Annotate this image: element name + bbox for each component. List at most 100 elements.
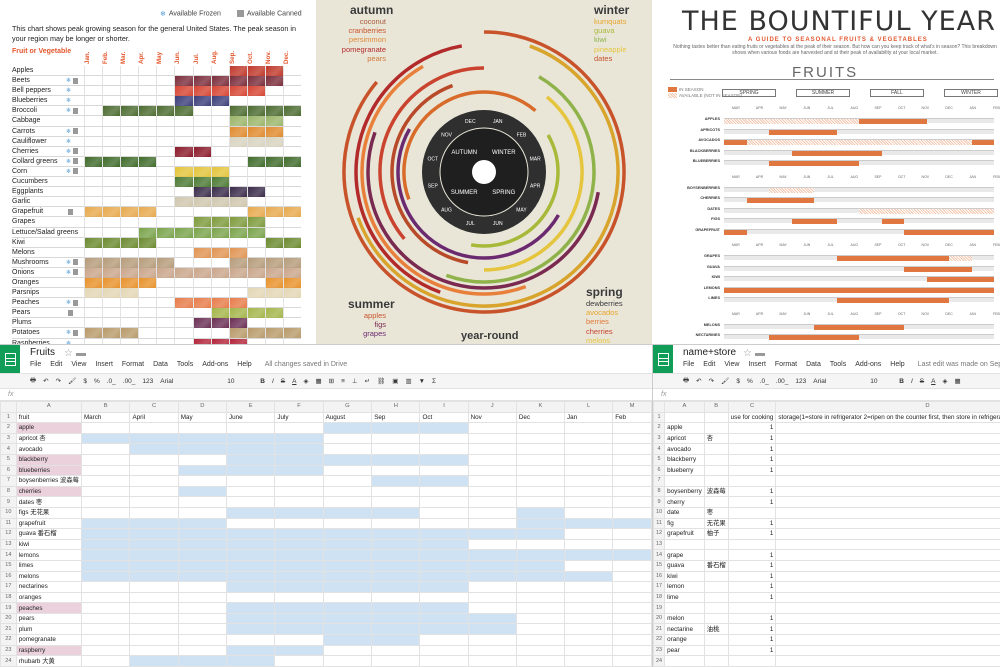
month-cell[interactable] bbox=[419, 559, 469, 572]
month-cell[interactable] bbox=[371, 655, 421, 667]
row-number[interactable]: 6 bbox=[0, 464, 17, 477]
month-cell[interactable] bbox=[274, 517, 324, 530]
month-cell[interactable] bbox=[612, 432, 652, 445]
month-cell[interactable] bbox=[419, 570, 469, 583]
month-cell[interactable] bbox=[612, 644, 652, 657]
row-number[interactable]: 1 bbox=[653, 411, 666, 424]
month-cell[interactable] bbox=[467, 432, 517, 445]
data-cell[interactable]: 2 bbox=[775, 570, 1000, 583]
month-cell[interactable] bbox=[515, 432, 566, 445]
fruit-cell[interactable]: avocado bbox=[15, 443, 82, 455]
month-cell[interactable] bbox=[612, 485, 652, 498]
month-cell[interactable] bbox=[515, 464, 566, 477]
increase-decimal-button[interactable]: .00_ bbox=[122, 377, 136, 385]
month-cell[interactable] bbox=[371, 496, 421, 508]
data-cell[interactable] bbox=[703, 475, 729, 487]
doc-title[interactable]: Fruits bbox=[30, 347, 55, 358]
data-cell[interactable]: grapefruit bbox=[664, 528, 705, 540]
month-cell[interactable] bbox=[80, 644, 131, 657]
month-cell[interactable] bbox=[564, 602, 614, 614]
month-cell[interactable] bbox=[467, 528, 517, 540]
month-cell[interactable] bbox=[371, 506, 421, 519]
data-cell[interactable] bbox=[703, 581, 729, 593]
increase-decimal-button[interactable]: .00_ bbox=[775, 377, 789, 385]
month-cell[interactable] bbox=[80, 538, 131, 551]
month-cell[interactable] bbox=[612, 453, 652, 466]
month-cell[interactable] bbox=[467, 422, 517, 434]
month-cell[interactable] bbox=[274, 528, 324, 540]
month-cell[interactable] bbox=[80, 570, 131, 583]
fruit-cell[interactable]: raspberry bbox=[15, 644, 82, 657]
month-cell[interactable] bbox=[371, 485, 421, 498]
header-cell[interactable]: July bbox=[274, 411, 324, 424]
fruit-cell[interactable]: blueberries bbox=[15, 464, 82, 477]
month-cell[interactable] bbox=[129, 549, 179, 561]
row-number[interactable]: 5 bbox=[653, 453, 666, 466]
undo-icon[interactable]: ↶ bbox=[43, 378, 49, 385]
month-cell[interactable] bbox=[274, 496, 324, 508]
data-cell[interactable]: 柚子 bbox=[703, 528, 729, 540]
data-cell[interactable] bbox=[664, 538, 705, 551]
month-cell[interactable] bbox=[515, 591, 566, 604]
data-cell[interactable] bbox=[703, 496, 729, 508]
row-number[interactable]: 16 bbox=[653, 570, 666, 583]
data-cell[interactable]: 1 bbox=[775, 453, 1000, 466]
month-cell[interactable] bbox=[274, 623, 324, 636]
month-cell[interactable] bbox=[226, 570, 276, 583]
data-cell[interactable]: 1 bbox=[775, 485, 1000, 498]
month-cell[interactable] bbox=[274, 485, 324, 498]
fruit-cell[interactable]: nectarines bbox=[15, 581, 82, 593]
data-cell[interactable] bbox=[703, 570, 729, 583]
strikethrough-button[interactable]: S bbox=[919, 377, 925, 385]
month-cell[interactable] bbox=[177, 602, 228, 614]
font-size-select[interactable]: 10 bbox=[870, 377, 878, 385]
data-cell[interactable]: 1 bbox=[727, 528, 777, 540]
data-cell[interactable]: 1 bbox=[727, 623, 777, 636]
fruit-cell[interactable]: limes bbox=[15, 559, 82, 572]
percent-button[interactable]: % bbox=[93, 377, 100, 385]
fruit-cell[interactable]: lemons bbox=[15, 549, 82, 561]
month-cell[interactable] bbox=[322, 422, 373, 434]
month-cell[interactable] bbox=[612, 422, 652, 434]
link-icon[interactable]: ⛓ bbox=[377, 378, 386, 385]
month-cell[interactable] bbox=[467, 496, 517, 508]
month-cell[interactable] bbox=[612, 443, 652, 455]
data-cell[interactable]: avocado bbox=[664, 443, 705, 455]
bold-button[interactable]: B bbox=[899, 377, 904, 385]
month-cell[interactable] bbox=[564, 517, 614, 530]
month-cell[interactable] bbox=[274, 559, 324, 572]
column-header[interactable]: I bbox=[419, 401, 469, 413]
column-header[interactable]: H bbox=[371, 401, 421, 413]
month-cell[interactable] bbox=[322, 570, 373, 583]
fruit-cell[interactable]: apple bbox=[15, 422, 82, 434]
header-cell[interactable]: use for cooking bbox=[727, 411, 777, 424]
month-cell[interactable] bbox=[612, 559, 652, 572]
align-icon[interactable]: ≡ bbox=[341, 377, 345, 385]
font-select[interactable]: Arial bbox=[160, 377, 174, 385]
month-cell[interactable] bbox=[419, 644, 469, 657]
print-icon[interactable]: 🖶 bbox=[683, 376, 690, 384]
month-cell[interactable] bbox=[467, 485, 517, 498]
header-cell[interactable]: March bbox=[80, 411, 131, 424]
month-cell[interactable] bbox=[322, 496, 373, 508]
month-cell[interactable] bbox=[129, 612, 179, 625]
month-cell[interactable] bbox=[515, 549, 566, 561]
month-cell[interactable] bbox=[515, 581, 566, 593]
month-cell[interactable] bbox=[80, 581, 131, 593]
row-number[interactable]: 5 bbox=[0, 453, 17, 466]
month-cell[interactable] bbox=[177, 443, 228, 455]
month-cell[interactable] bbox=[564, 432, 614, 445]
data-cell[interactable]: apple bbox=[664, 422, 705, 434]
month-cell[interactable] bbox=[467, 570, 517, 583]
month-cell[interactable] bbox=[371, 528, 421, 540]
month-cell[interactable] bbox=[129, 602, 179, 614]
month-cell[interactable] bbox=[274, 475, 324, 487]
month-cell[interactable] bbox=[322, 485, 373, 498]
font-select[interactable]: Arial bbox=[813, 377, 827, 385]
month-cell[interactable] bbox=[177, 559, 228, 572]
month-cell[interactable] bbox=[467, 602, 517, 614]
month-cell[interactable] bbox=[564, 538, 614, 551]
data-cell[interactable] bbox=[703, 602, 729, 614]
month-cell[interactable] bbox=[129, 623, 179, 636]
row-number[interactable]: 21 bbox=[0, 623, 17, 636]
